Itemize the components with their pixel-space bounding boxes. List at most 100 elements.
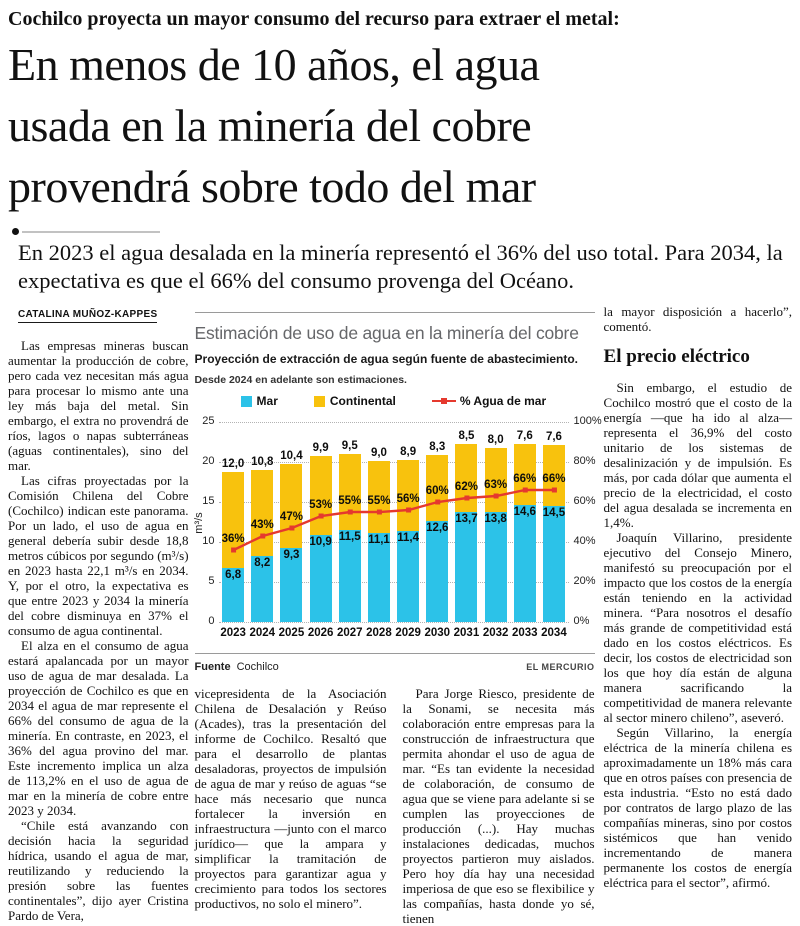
year-label: 2029 — [395, 627, 421, 639]
chart-note: Desde 2024 en adelante son estimaciones. — [194, 374, 407, 386]
bar-segment-mar — [251, 556, 274, 622]
subhead: En 2023 el agua desalada en la minería r… — [18, 240, 783, 293]
headline: En menos de 10 años, el agua usada en la… — [8, 34, 792, 217]
bar-segment-mar — [280, 547, 303, 622]
year-label: 2033 — [511, 627, 538, 639]
bar-segment-mar — [455, 512, 478, 622]
continental-value-label: 8,5 — [458, 430, 475, 443]
column-left: CATALINA MUÑOZ-KAPPES Las empresas miner… — [8, 304, 189, 923]
paragraph: “Chile está avanzando con decisión hacia… — [8, 818, 189, 923]
source-value: Cochilco — [236, 661, 279, 673]
column-right: la mayor disposición a hacerlo”, comentó… — [604, 304, 792, 890]
bar-segment-continental — [455, 444, 478, 513]
mar-value-label: 6,8 — [225, 568, 242, 581]
year-label: 2027 — [336, 627, 363, 639]
bar-segment-mar — [513, 505, 536, 622]
continental-value-label: 7,6 — [516, 430, 533, 443]
gridline — [218, 462, 569, 463]
source-label: Fuente — [194, 661, 231, 673]
paragraph: Joaquín Villarino, presidente ejecutivo … — [603, 530, 792, 725]
bar-segment-mar — [309, 534, 332, 622]
year-label: 2026 — [307, 627, 334, 639]
continental-value-label: 7,6 — [545, 431, 562, 444]
bar-segment-mar — [397, 530, 420, 622]
paragraph: Las cifras proyectadas por la Comisión C… — [8, 473, 189, 638]
legend-label: Mar — [256, 394, 278, 408]
section-heading: El precio eléctrico — [603, 346, 750, 367]
year-label: 2024 — [249, 627, 276, 639]
paragraph: Según Villarino, la energía eléctrica de… — [603, 725, 792, 890]
headline-line-3: provendrá sobre todo del mar — [8, 161, 536, 212]
percent-label: 66% — [542, 473, 566, 485]
chart-source-row: Fuente Cochilco EL MERCURIO — [194, 653, 595, 673]
bar-segment-mar — [338, 530, 361, 622]
legend-item-pct-agua-de-mar: % Agua de mar — [431, 394, 547, 408]
right-axis-tick: 20% — [573, 575, 596, 587]
left-axis-tick: 10 — [202, 535, 215, 547]
year-label: 2031 — [453, 627, 480, 639]
left-axis-tick: 5 — [208, 575, 215, 587]
paragraph: Las empresas mineras buscan aumentar la … — [8, 338, 189, 473]
article-body: CATALINA MUÑOZ-KAPPES Las empresas miner… — [8, 304, 792, 926]
right-axis-tick: 0% — [573, 615, 590, 627]
newspaper-credit: EL MERCURIO — [526, 662, 595, 672]
continental-value-label: 9,0 — [370, 447, 387, 460]
bar-segment-continental — [309, 455, 332, 535]
gridline — [218, 622, 569, 623]
y-axis-label: m³/s — [192, 512, 205, 534]
bullet-icon — [12, 228, 19, 235]
percent-label: 63% — [484, 479, 508, 491]
year-label: 2023 — [220, 627, 246, 639]
year-label: 2034 — [541, 627, 567, 639]
year-label: 2030 — [424, 627, 451, 639]
headline-divider — [12, 228, 792, 235]
legend-label: Continental — [329, 394, 396, 408]
percent-label: 36% — [221, 533, 245, 545]
mar-swatch — [240, 395, 252, 407]
column-middle-right: Para Jorge Riesco, presidente de la Sona… — [403, 686, 595, 926]
gridline — [218, 422, 569, 423]
chart: Estimación de uso de agua en la minería … — [192, 312, 602, 673]
continental-value-label: 8,0 — [487, 433, 504, 446]
percent-label: 66% — [513, 473, 537, 485]
divider-rule — [22, 230, 160, 233]
right-axis-tick: 60% — [573, 495, 596, 507]
chart-legend: Mar Continental % Agua de mar — [240, 394, 595, 408]
percent-label: 47% — [279, 511, 303, 523]
bar-segment-mar — [367, 533, 390, 622]
bar-segment-continental — [222, 471, 245, 568]
continental-value-label: 10,4 — [280, 450, 303, 463]
byline: CATALINA MUÑOZ-KAPPES — [18, 309, 158, 323]
paragraph: Sin embargo, el estudio de Cochilco most… — [603, 380, 792, 530]
bar-segment-mar — [542, 506, 565, 622]
bar-segment-mar — [484, 511, 507, 622]
legend-label: % Agua de mar — [459, 394, 547, 408]
headline-line-2: usada en la minería del cobre — [8, 100, 532, 151]
chart-source: Fuente Cochilco — [195, 661, 279, 673]
right-axis-tick: 40% — [573, 535, 596, 547]
pct-line-swatch — [431, 397, 456, 404]
continental-value-label: 10,8 — [251, 456, 274, 468]
paragraph: El alza en el consumo de agua estará apa… — [8, 638, 189, 818]
chart-canvas: 0 0% 5 20% 10 40% 15 60% 20 80% 25 100% m³/s 12,0 6,8 3… — [192, 412, 602, 644]
chart-subtitle: Proyección de extracción de agua según f… — [194, 352, 578, 366]
left-axis-tick: 20 — [202, 455, 215, 467]
right-axis-tick: 80% — [573, 455, 596, 467]
mar-value-label: 9,3 — [283, 548, 300, 561]
right-axis-tick: 100% — [573, 415, 602, 427]
headline-line-1: En menos de 10 años, el agua — [8, 39, 540, 90]
legend-item-mar: Mar — [240, 394, 278, 408]
paragraph: vicepresidenta de la Asociación Chilena … — [194, 686, 387, 911]
paragraph: la mayor disposición a hacerlo”, comentó… — [603, 304, 792, 334]
gridline — [218, 582, 569, 583]
kicker: Cochilco proyecta un mayor consumo del r… — [8, 8, 620, 30]
mar-value-label: 14,5 — [542, 507, 566, 519]
continental-value-label: 8,3 — [429, 440, 446, 453]
year-label: 2025 — [278, 627, 305, 639]
left-axis-tick: 15 — [202, 495, 215, 507]
column-middle-left: vicepresidenta de la Asociación Chilena … — [195, 686, 387, 926]
bar-segment-continental — [338, 454, 361, 530]
middle-text-columns: vicepresidenta de la Asociación Chilena … — [195, 686, 595, 926]
bar-segment-continental — [280, 464, 303, 548]
